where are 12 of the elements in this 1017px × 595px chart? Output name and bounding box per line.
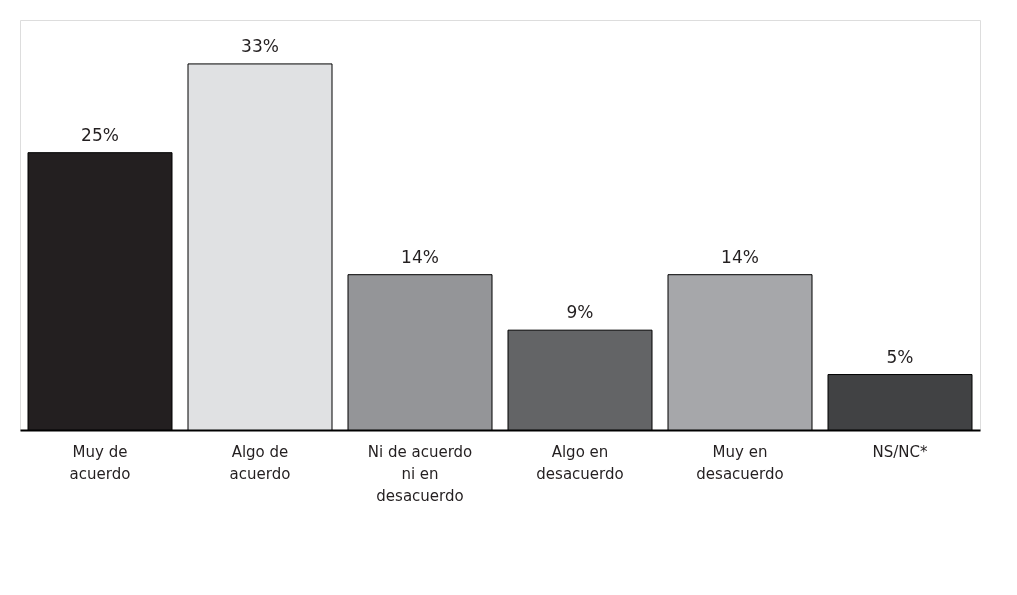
data-label: 5% xyxy=(886,346,914,367)
x-tick-label: Algo en desacuerdo xyxy=(536,442,624,483)
data-label: 9% xyxy=(566,302,594,323)
data-label: 33% xyxy=(241,35,279,56)
data-label: 14% xyxy=(721,246,759,267)
x-tick-label: NS/NC* xyxy=(872,442,928,461)
data-label: 14% xyxy=(401,246,439,267)
x-tick-label: Algo de acuerdo xyxy=(229,442,291,483)
x-tick-label: Muy en desacuerdo xyxy=(696,442,784,483)
data-label: 25% xyxy=(81,124,119,145)
x-tick-label: Muy de acuerdo xyxy=(69,442,131,483)
x-tick-label: Ni de acuerdo ni en desacuerdo xyxy=(367,442,473,505)
